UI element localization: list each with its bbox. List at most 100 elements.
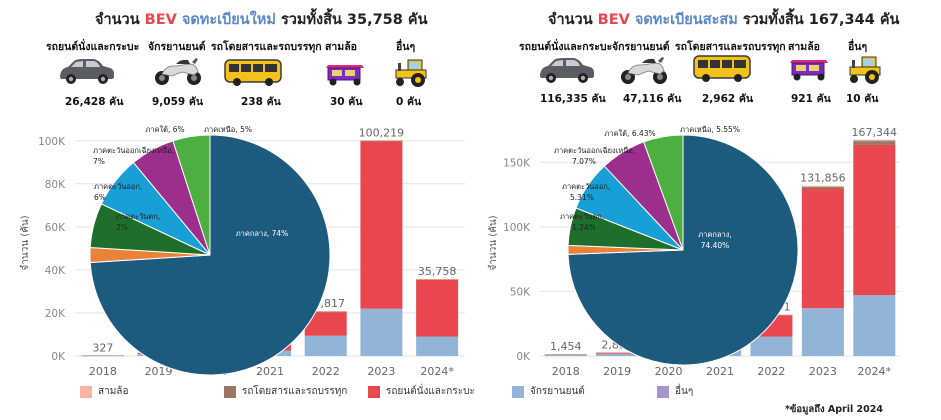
bar-segment [416,279,459,280]
x-tick-label: 2018 [552,365,580,378]
y-axis-label: จำนวน (คัน) [20,215,31,270]
legend-label: รถโดยสารและรถบรรทุก [242,386,348,397]
right-vehicle-count-motorcycle: 47,116 คัน [623,93,682,105]
left-vehicle-count-tuktuk: 30 คัน [330,96,363,108]
y-tick-label: 0K [516,351,531,363]
right-vehicle-count-tuktuk: 921 คัน [791,93,831,105]
pie-label-value: 5.31% [570,193,594,202]
legend-item-motorcycle: จักรยานยนต์ [512,384,585,399]
bar-segment [853,141,896,145]
pie-label: ภาคตะวันตก, [116,212,160,221]
right-title-prefix: จำนวน [548,12,598,28]
right-vehicle-label-car: รถยนต์นั่งและกระบะ [519,41,613,53]
right-vehicle-label-bus: รถโดยสารและรถบรรทุก [675,41,786,53]
motorcycle-icon [620,56,668,85]
y-tick-label: 40K [45,265,66,277]
pie-label: ภาคใต้, 6.43% [604,129,655,138]
pie-label-value: 7% [93,157,105,166]
right-title-bev: BEV [597,12,630,28]
bar-total-label: 100,219 [359,126,405,139]
left-title-kind: จดทะเบียนใหม่ [176,12,276,28]
bar-segment [853,144,896,296]
legend-label: อื่นๆ [675,386,694,397]
left-vehicle-count-car: 26,428 คัน [65,96,124,108]
left-vehicle-count-other: 0 คัน [396,96,422,108]
bar-segment [801,308,844,356]
bar-segment [304,312,347,336]
pie-label-value: 2% [116,223,128,232]
bar-segment [544,354,587,356]
pie-slice [567,134,799,366]
bar-segment [416,279,459,337]
pie-label: ภาคตะวันออกเฉียงเหนือ, [93,146,174,155]
pie-label-value: 7.07% [572,157,596,166]
bar-total-label: 131,856 [800,172,846,185]
bar-segment [853,139,896,142]
x-tick-label: 2024* [858,365,892,378]
right-panel-title: จำนวน BEV จดทะเบียนสะสม รวมทั้งสิ้น 167,… [548,8,899,31]
pie-label: ภาคเหนือ, 5% [204,125,252,134]
pie-label: ภาคใต้, 6% [145,125,184,134]
pie-label: ภาคตะวันออก, [94,182,142,191]
bar-segment [853,295,896,356]
legend-item-tuktuk: สามล้อ [80,384,128,399]
y-tick-label: 150K [503,157,531,169]
right-vehicle-label-motorcycle: จักรยานยนต์ [612,41,670,53]
bar-segment [416,336,459,356]
pie-label: ภาคกลาง, 74% [236,229,289,238]
pie-label: ภาคตะวันออกเฉียงเหนือ, [554,146,635,155]
left-vehicle-label-car: รถยนต์นั่งและกระบะ [46,41,140,53]
left-vehicle-count-bus: 238 คัน [241,96,281,108]
x-tick-label: 2023 [809,365,837,378]
left-bar-chart: จำนวน (คัน)0K20K40K60K80K100K32720181,57… [20,125,465,378]
bar-segment [801,189,844,309]
legend-item-bus-truck: รถโดยสารและรถบรรทุก [224,384,347,399]
right-title-total: รวมทั้งสิ้น 167,344 คัน [737,12,900,28]
y-tick-label: 80K [45,179,66,191]
pie-label-value: 1.24% [572,223,596,232]
pie-label-value: 6% [94,193,106,202]
bar-segment [81,355,124,357]
bus-icon [224,59,282,87]
bar-segment [801,186,844,190]
right-bar-chart: จำนวน (คัน)0K50K100K150K1,45420182,85420… [488,125,900,378]
bar-segment [304,311,347,312]
bar-segment [853,139,896,141]
pie-label: ภาคกลาง, [698,230,732,239]
pie-slice [172,134,211,256]
bar-segment [596,353,639,356]
left-vehicle-label-other: อื่นๆ [396,41,416,53]
right-vehicle-label-other: อื่นๆ [848,41,868,53]
pie-slice [643,134,684,251]
bar-segment [596,352,639,353]
bar-segment [750,336,793,356]
bar-total-label: 1,454 [550,340,582,353]
x-tick-label: 2023 [367,365,395,378]
right-vehicle-count-bus: 2,962 คัน [702,93,754,105]
bar-segment [360,141,403,309]
right-vehicle-count-car: 116,335 คัน [540,93,606,105]
legend-swatch [512,385,524,398]
bar-segment [544,354,587,355]
pie-label-value: 74.40% [701,241,730,250]
tuktuk-icon [325,64,365,86]
left-vehicle-label-motorcycle: จักรยานยนต์ [148,41,206,53]
left-vehicle-label-tuktuk: สามล้อ [325,41,357,53]
tractor-icon [849,56,881,85]
legend-swatch [80,385,92,398]
bar-segment [304,335,347,356]
bar-segment [81,355,124,356]
y-tick-label: 60K [45,222,66,234]
x-tick-label: 2020 [655,365,683,378]
left-vehicle-label-bus: รถโดยสารและรถบรรทุก [211,41,322,53]
x-tick-label: 2018 [89,365,117,378]
y-axis-label: จำนวน (คัน) [488,215,499,270]
legend-label: สามล้อ [98,386,129,397]
legend-swatch [368,385,380,398]
right-vehicle-label-tuktuk: สามล้อ [788,41,820,53]
tractor-icon [395,59,427,88]
legend-label: รถยนต์นั่งและกระบะ [386,386,475,397]
y-tick-label: 50K [510,286,531,298]
right-vehicle-count-other: 10 คัน [846,93,879,105]
left-title-bev: BEV [144,12,177,28]
